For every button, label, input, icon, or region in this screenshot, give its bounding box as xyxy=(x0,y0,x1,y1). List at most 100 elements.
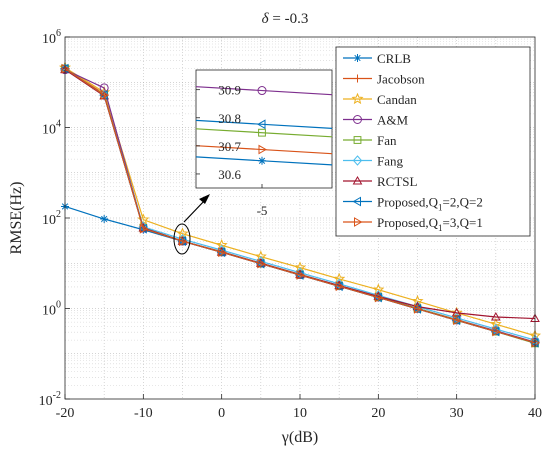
y-tick-exponent: -2 xyxy=(53,390,61,401)
data-point xyxy=(258,144,268,155)
legend-label-part: Proposed,Q xyxy=(377,195,439,210)
legend-item-2: Jacobson xyxy=(343,72,425,87)
inset-y-tick-label: 30.7 xyxy=(218,139,241,154)
legend-label-part: =2,Q=2 xyxy=(443,195,483,210)
legend: CRLB Jacobson Candan A&M Fan Fang RCTSL Propose… xyxy=(335,46,531,237)
data-point xyxy=(257,258,266,269)
x-tick-label: 0 xyxy=(218,406,225,421)
legend-label-part: =3,Q=1 xyxy=(443,215,483,230)
legend-label: Candan xyxy=(377,92,417,107)
inset-zoom: 30.9 30.8 30.7 30.6 -5 xyxy=(195,69,333,218)
y-tick-exponent: 4 xyxy=(56,119,61,130)
y-tick-base: 10 xyxy=(42,32,56,47)
series-line xyxy=(64,68,536,344)
y-tick-exponent: 0 xyxy=(56,300,61,311)
y-tick-base: 10 xyxy=(42,213,56,228)
y-tick-label: 100 xyxy=(42,300,61,319)
x-tick-label: 40 xyxy=(528,406,542,421)
title-symbol: δ xyxy=(262,11,270,27)
legend-item-7: RCTSL xyxy=(343,174,418,189)
data-point xyxy=(374,292,384,303)
x-axis-label: γ(dB) xyxy=(281,429,318,446)
x-tick-label: 10 xyxy=(293,406,307,421)
data-point xyxy=(412,301,423,311)
zoom-arrowhead xyxy=(199,194,210,204)
data-point xyxy=(352,196,361,207)
legend-label: RCTSL xyxy=(377,174,418,189)
legend-label: Proposed,Q1=2,Q=2 xyxy=(377,195,483,213)
inset-series xyxy=(195,119,333,130)
data-point xyxy=(335,281,345,292)
y-tick-label: 106 xyxy=(42,28,61,47)
legend-label: Fang xyxy=(377,154,404,169)
data-point xyxy=(139,223,149,234)
legend-items: CRLB Jacobson Candan A&M Fan Fang RCTSL Propose… xyxy=(343,51,483,233)
legend-label: Fan xyxy=(377,133,397,148)
legend-item-4: A&M xyxy=(343,113,409,128)
data-point xyxy=(352,175,363,185)
inset-series xyxy=(195,86,333,96)
data-point xyxy=(414,304,423,314)
legend-label-subscript: 1 xyxy=(438,223,443,233)
series-9 xyxy=(61,63,541,348)
legend-item-1: CRLB xyxy=(343,51,411,66)
inset-y-tick-label: 30.9 xyxy=(218,83,241,98)
data-point xyxy=(352,155,363,166)
x-tick-label: 30 xyxy=(450,406,464,421)
y-tick-base: 10 xyxy=(42,304,56,319)
zoom-arrow xyxy=(183,198,207,223)
data-point xyxy=(100,215,109,224)
data-point xyxy=(256,119,266,130)
data-point xyxy=(100,90,110,100)
y-tick-exponent: 2 xyxy=(56,209,61,220)
legend-item-3: Candan xyxy=(343,92,417,107)
x-tick-label: 20 xyxy=(371,406,385,421)
data-point xyxy=(451,307,462,317)
zoom-ellipse xyxy=(173,223,191,255)
inset-series xyxy=(195,144,333,155)
legend-item-5: Fan xyxy=(343,133,397,148)
data-point xyxy=(296,270,306,280)
legend-label: A&M xyxy=(377,113,409,128)
x-tick-label: -10 xyxy=(134,406,153,421)
y-tick-label: 104 xyxy=(42,119,61,138)
y-tick-base: 10 xyxy=(42,123,56,138)
inset-labels: 30.9 30.8 30.7 30.6 -5 xyxy=(196,83,267,218)
data-point xyxy=(257,86,267,96)
inset-lines xyxy=(195,86,333,166)
data-point xyxy=(490,311,501,321)
y-tick-label: 10-2 xyxy=(39,390,61,409)
data-point xyxy=(353,74,362,83)
y-tick-label: 102 xyxy=(42,209,61,228)
data-point xyxy=(492,326,501,337)
inset-y-tick-label: 30.6 xyxy=(218,167,241,182)
legend-item-6: Fang xyxy=(343,154,404,169)
data-point xyxy=(218,247,227,258)
data-point xyxy=(354,217,363,227)
legend-label: Jacobson xyxy=(377,72,425,87)
legend-label-subscript: 1 xyxy=(438,203,443,213)
y-tick-exponent: 6 xyxy=(56,28,61,39)
legend-label: Proposed,Q1=3,Q=1 xyxy=(377,215,483,233)
data-point xyxy=(531,337,541,348)
legend-item-9: Proposed,Q1=3,Q=1 xyxy=(343,215,483,233)
title-text: = -0.3 xyxy=(269,11,309,27)
data-point xyxy=(453,315,462,326)
data-point xyxy=(179,236,188,247)
legend-label-part: Proposed,Q xyxy=(377,215,439,230)
inset-series xyxy=(195,156,333,166)
inset-line xyxy=(195,128,333,138)
data-point xyxy=(450,306,463,318)
series-layer xyxy=(58,61,541,348)
data-point xyxy=(353,54,362,62)
inset-line xyxy=(195,145,333,155)
x-tick-label: -20 xyxy=(56,406,75,421)
axis-ticks xyxy=(64,36,536,400)
data-point xyxy=(99,90,110,100)
legend-label: CRLB xyxy=(377,51,411,66)
data-point xyxy=(176,227,189,239)
y-axis-label: RMSE(Hz) xyxy=(8,182,25,255)
inset-line xyxy=(195,119,333,129)
